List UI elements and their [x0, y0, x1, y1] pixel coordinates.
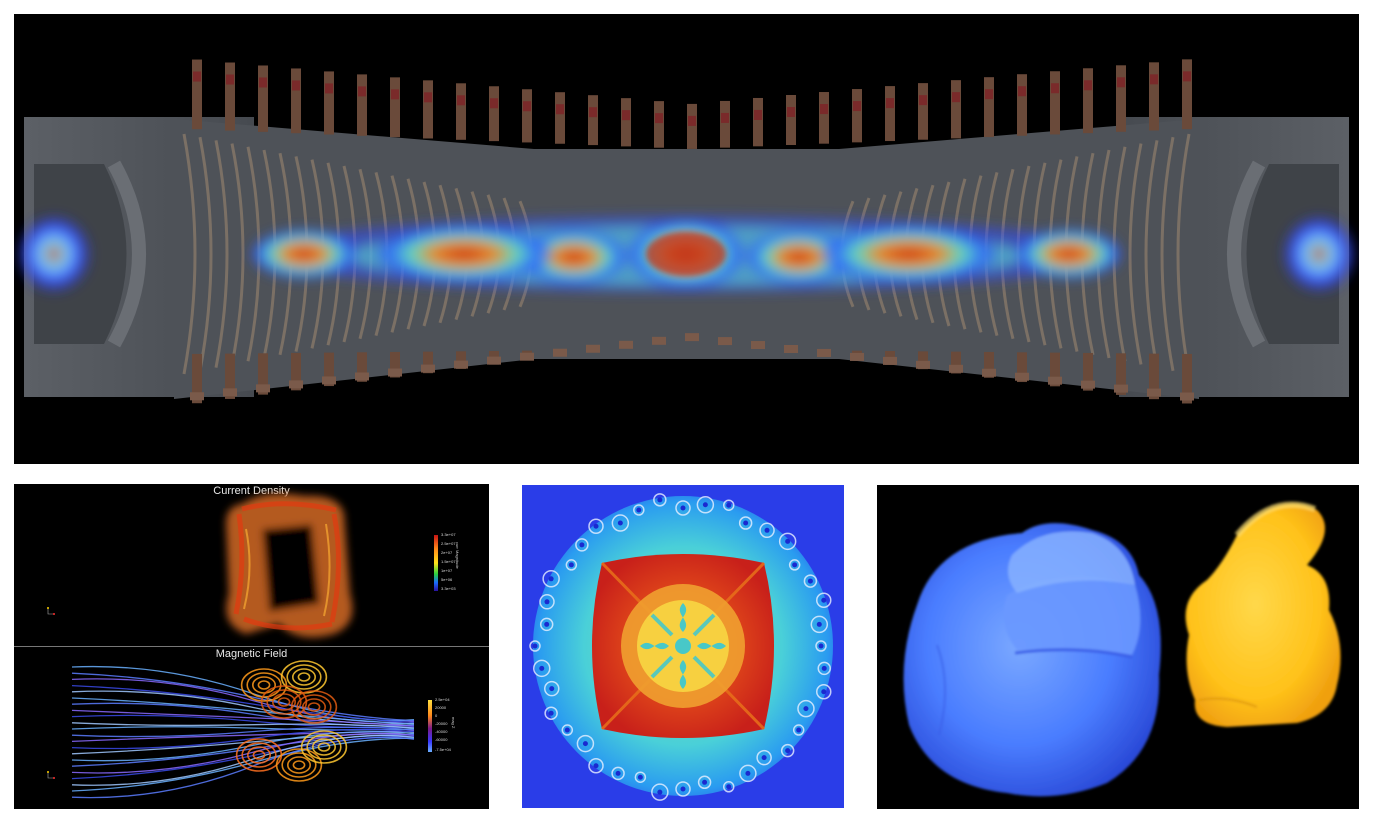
current-density-title: Current Density [213, 485, 290, 497]
cd-tick: 2.5e+07 [441, 541, 456, 546]
mf-tick: 0 [435, 713, 438, 718]
cd-colorbar-title: curr Magnitude [455, 542, 460, 569]
mf-tick: -7.5e+04 [435, 747, 451, 752]
cd-tick: 1e+07 [441, 568, 453, 573]
mf-tick: 2.5e+04 [435, 697, 450, 702]
magnetic-field-title: Magnetic Field [215, 648, 288, 660]
view-divider [14, 646, 489, 647]
plasma-volume-render [14, 14, 1359, 464]
mf-tick: -40000 [435, 729, 448, 734]
cd-tick: 2e+07 [441, 550, 453, 555]
cd-tick: 1.5e+07 [441, 559, 456, 564]
mf-tick: -20000 [435, 721, 448, 726]
magnetic-field-view: Magnetic Field 2.5e+04 20000 0 -20000 -4… [14, 647, 489, 809]
em-field-renders: Current Density [14, 484, 489, 809]
mf-tick: 20000 [435, 705, 447, 710]
mf-tick: -60000 [435, 737, 448, 742]
cd-tick: 3.3e+07 [441, 532, 456, 537]
fractal-instability-render [522, 485, 844, 808]
cd-tick: 5e+06 [441, 577, 453, 582]
current-density-view: Current Density [14, 484, 489, 646]
mf-colorbar-title: mag Z [451, 717, 456, 729]
bunny-point-cloud-render [877, 485, 1359, 809]
cd-tick: 3.3e+03 [441, 586, 456, 591]
